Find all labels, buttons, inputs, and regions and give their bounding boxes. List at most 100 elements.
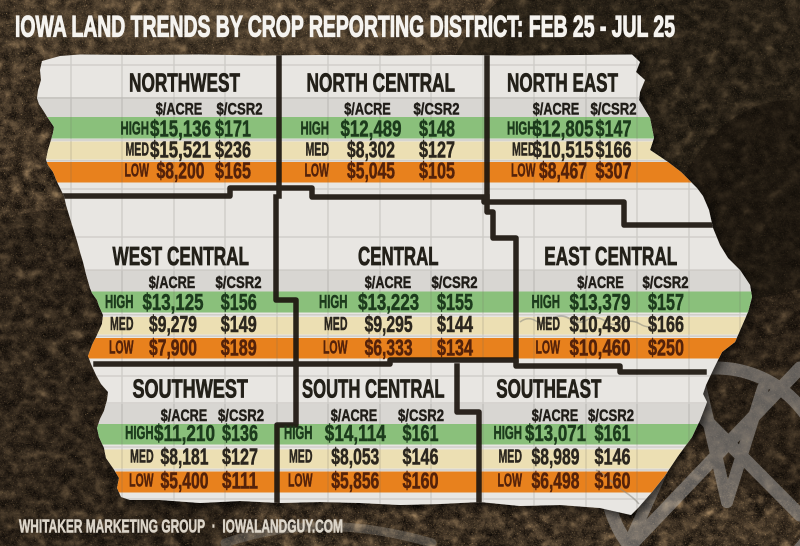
- svg-text:HIGH: HIGH: [121, 118, 150, 139]
- svg-text:$156: $156: [221, 289, 257, 315]
- svg-text:$13,223: $13,223: [358, 289, 419, 315]
- svg-text:$/CSR2: $/CSR2: [216, 273, 262, 292]
- svg-text:$9,295: $9,295: [365, 311, 413, 337]
- svg-text:$8,467: $8,467: [539, 158, 587, 184]
- svg-text:$5,856: $5,856: [331, 468, 379, 494]
- svg-text:$307: $307: [596, 158, 632, 184]
- svg-text:$171: $171: [215, 116, 251, 142]
- svg-text:$/CSR2: $/CSR2: [217, 100, 263, 119]
- svg-text:$8,200: $8,200: [157, 158, 205, 184]
- svg-text:$8,989: $8,989: [532, 444, 580, 470]
- svg-text:$134: $134: [437, 335, 473, 361]
- svg-text:MED: MED: [130, 446, 154, 467]
- svg-text:HIGH: HIGH: [105, 291, 134, 312]
- svg-text:$8,053: $8,053: [331, 444, 379, 470]
- svg-text:$5,400: $5,400: [161, 468, 209, 494]
- svg-text:$161: $161: [403, 420, 439, 446]
- svg-text:MED: MED: [126, 139, 150, 160]
- svg-text:MED: MED: [499, 446, 523, 467]
- svg-text:HIGH: HIGH: [319, 291, 348, 312]
- svg-text:WEST CENTRAL: WEST CENTRAL: [113, 241, 250, 271]
- svg-text:$10,460: $10,460: [570, 335, 631, 361]
- svg-text:$/CSR2: $/CSR2: [591, 100, 637, 119]
- svg-text:$/ACRE: $/ACRE: [533, 100, 580, 119]
- svg-text:$/CSR2: $/CSR2: [588, 406, 634, 425]
- svg-text:$127: $127: [222, 444, 258, 470]
- svg-text:$165: $165: [215, 158, 251, 184]
- svg-text:MED: MED: [537, 313, 561, 334]
- svg-text:LOW: LOW: [511, 160, 536, 181]
- svg-text:$/CSR2: $/CSR2: [432, 273, 478, 292]
- svg-text:$111: $111: [222, 468, 258, 494]
- svg-text:NORTH CENTRAL: NORTH CENTRAL: [307, 68, 456, 98]
- svg-text:$146: $146: [595, 444, 631, 470]
- svg-text:$160: $160: [403, 468, 439, 494]
- svg-text:NORTHWEST: NORTHWEST: [129, 68, 240, 98]
- svg-text:$13,071: $13,071: [525, 420, 586, 446]
- svg-text:$/CSR2: $/CSR2: [414, 100, 460, 119]
- svg-text:$/ACRE: $/ACRE: [344, 100, 391, 119]
- svg-text:EAST CENTRAL: EAST CENTRAL: [544, 241, 677, 271]
- svg-text:$9,279: $9,279: [149, 311, 197, 337]
- svg-text:LOW: LOW: [129, 470, 154, 491]
- svg-text:$155: $155: [437, 289, 473, 315]
- svg-text:HIGH: HIGH: [301, 118, 330, 139]
- svg-text:$/ACRE: $/ACRE: [577, 273, 624, 292]
- svg-text:$12,805: $12,805: [533, 116, 594, 142]
- svg-text:$161: $161: [595, 420, 631, 446]
- svg-text:$15,521: $15,521: [150, 137, 211, 163]
- svg-text:IOWA LAND TRENDS BY CROP REPOR: IOWA LAND TRENDS BY CROP REPORTING DISTR…: [15, 11, 675, 44]
- svg-text:SOUTH CENTRAL: SOUTH CENTRAL: [302, 373, 445, 403]
- svg-text:LOW: LOW: [536, 337, 561, 358]
- svg-text:$/ACRE: $/ACRE: [331, 406, 378, 425]
- svg-text:$8,181: $8,181: [161, 444, 209, 470]
- svg-text:MED: MED: [512, 139, 536, 160]
- svg-text:$/CSR2: $/CSR2: [218, 406, 264, 425]
- svg-text:HIGH: HIGH: [125, 422, 154, 443]
- svg-text:SOUTHEAST: SOUTHEAST: [496, 373, 601, 403]
- svg-text:$5,045: $5,045: [347, 158, 395, 184]
- svg-text:$160: $160: [595, 468, 631, 494]
- svg-text:$8,302: $8,302: [347, 137, 395, 163]
- svg-text:LOW: LOW: [288, 470, 313, 491]
- svg-text:$11,210: $11,210: [154, 420, 215, 446]
- svg-text:$/ACRE: $/ACRE: [149, 273, 196, 292]
- svg-text:$/ACRE: $/ACRE: [161, 406, 208, 425]
- svg-text:$236: $236: [215, 137, 251, 163]
- svg-text:$13,125: $13,125: [143, 289, 204, 315]
- svg-text:$189: $189: [221, 335, 257, 361]
- svg-text:MED: MED: [324, 313, 348, 334]
- svg-text:$7,900: $7,900: [149, 335, 197, 361]
- svg-text:MED: MED: [110, 313, 134, 334]
- svg-text:$157: $157: [648, 289, 684, 315]
- svg-text:$/ACRE: $/ACRE: [365, 273, 412, 292]
- svg-text:$/ACRE: $/ACRE: [532, 406, 579, 425]
- svg-text:$6,498: $6,498: [532, 468, 580, 494]
- svg-text:NORTH EAST: NORTH EAST: [507, 68, 618, 98]
- svg-text:$/CSR2: $/CSR2: [643, 273, 689, 292]
- svg-text:HIGH: HIGH: [507, 118, 536, 139]
- svg-text:$/ACRE: $/ACRE: [156, 100, 203, 119]
- svg-text:$149: $149: [221, 311, 257, 337]
- svg-text:$146: $146: [403, 444, 439, 470]
- svg-text:WHITAKER MARKETING GROUP · I: WHITAKER MARKETING GROUP · IOWALANDGUY.C…: [19, 516, 343, 537]
- svg-text:$6,333: $6,333: [365, 335, 413, 361]
- svg-text:LOW: LOW: [109, 337, 134, 358]
- svg-text:LOW: LOW: [125, 160, 150, 181]
- svg-text:$13,379: $13,379: [570, 289, 631, 315]
- svg-text:MED: MED: [289, 446, 313, 467]
- svg-text:HIGH: HIGH: [284, 422, 313, 443]
- svg-text:$105: $105: [419, 158, 455, 184]
- svg-text:$10,515: $10,515: [533, 137, 594, 163]
- svg-text:$14,114: $14,114: [325, 420, 386, 446]
- svg-text:$166: $166: [648, 311, 684, 337]
- svg-text:HIGH: HIGH: [532, 291, 561, 312]
- svg-text:LOW: LOW: [498, 470, 523, 491]
- svg-text:LOW: LOW: [323, 337, 348, 358]
- svg-text:$12,489: $12,489: [341, 116, 402, 142]
- svg-text:$250: $250: [648, 335, 684, 361]
- svg-text:SOUTHWEST: SOUTHWEST: [132, 373, 248, 403]
- svg-text:HIGH: HIGH: [494, 422, 523, 443]
- svg-text:$144: $144: [437, 311, 473, 337]
- svg-text:CENTRAL: CENTRAL: [358, 241, 439, 271]
